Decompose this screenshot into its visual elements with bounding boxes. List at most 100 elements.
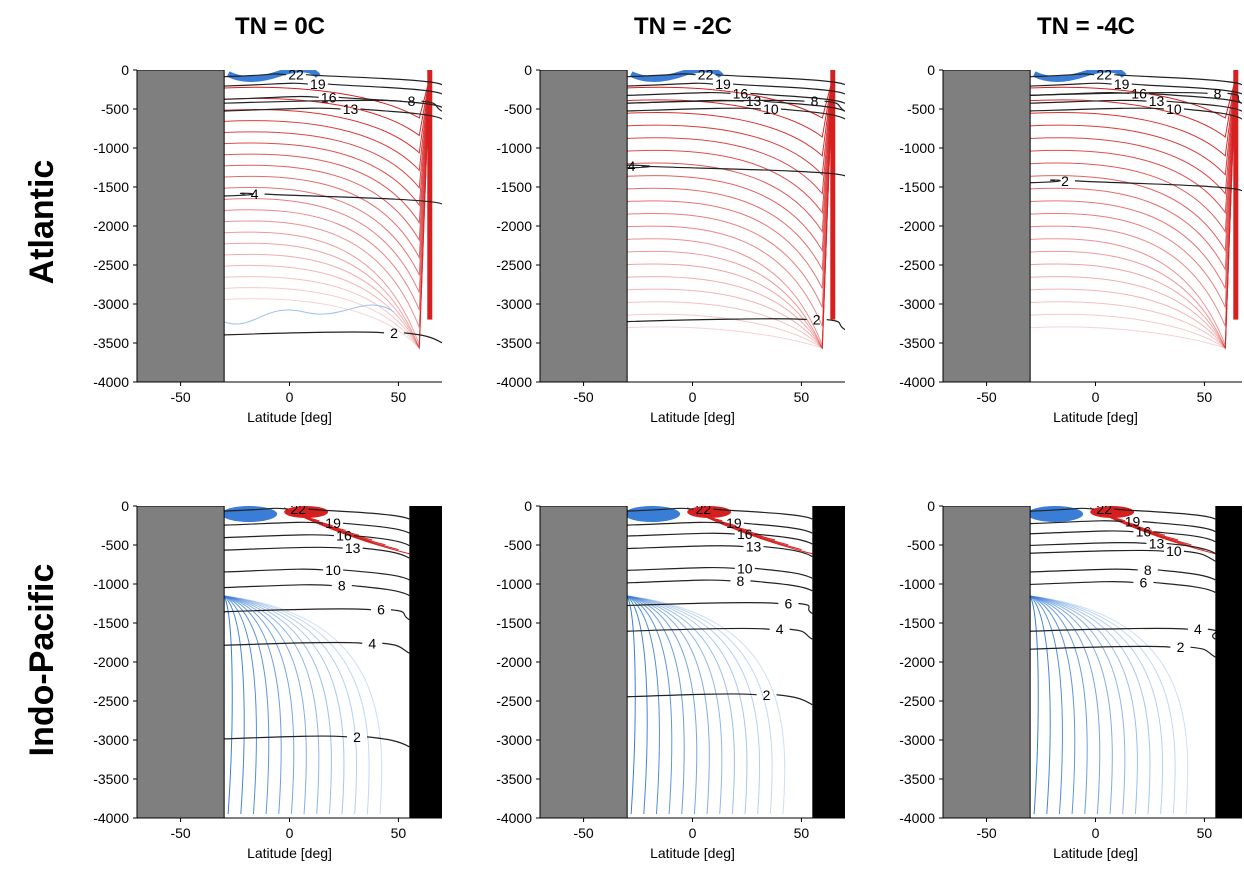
isotherm-line [627,532,813,545]
contour-line [224,595,358,815]
contour-line [1030,595,1138,815]
surface-cell [624,506,681,522]
contour-line [627,79,833,234]
contour-line [627,79,833,215]
x-axis-label: Latitude [deg] [247,845,332,861]
isotherm-line [1030,645,1216,658]
isotherm-line [224,507,410,520]
contour-line [1030,595,1101,815]
x-tick-label: 50 [391,389,407,405]
land-mask-south [540,506,628,818]
x-tick-label: -50 [170,825,190,841]
surface-cell [687,506,732,518]
contour-line [224,79,430,350]
column-title-1: TN = -2C [634,13,732,40]
contour-line [627,79,833,350]
contour-line [627,595,748,815]
x-tick-label: 50 [391,825,407,841]
contour-line [224,79,430,276]
contour-line [224,79,430,207]
contour-line [627,595,735,815]
column-title-0: TN = 0C [235,13,325,40]
y-tick-label: -3000 [899,732,935,748]
contour-line [1030,79,1236,350]
y-tick-label: -3000 [93,732,129,748]
contour-line [627,79,833,350]
contour-line [1030,79,1236,349]
isotherm-line [627,107,845,120]
contour-label: 4 [368,635,376,651]
contour-line [626,595,660,815]
y-tick-label: -1000 [93,140,129,156]
isotherm-line [224,584,410,597]
contour-label: 16 [733,85,749,101]
x-tick-label: 50 [1197,389,1213,405]
y-tick-label: 0 [927,62,935,78]
y-tick-label: -3000 [93,296,129,312]
isotherm-line [1030,530,1216,543]
x-tick-label: -50 [976,825,996,841]
contour-line [223,595,245,815]
x-tick-label: 50 [794,825,810,841]
y-tick-label: -2500 [93,257,129,273]
contour-label: 10 [737,560,753,576]
y-tick-label: -1500 [496,615,532,631]
isotherm-line [224,546,410,559]
x-tick-label: 50 [1197,825,1213,841]
x-tick-label: 0 [689,389,697,405]
boundary-current [830,70,836,320]
x-axis-label: Latitude [deg] [1053,409,1138,425]
contour-line [627,79,833,327]
isotherm-line [627,602,813,615]
y-tick-label: -3000 [496,296,532,312]
contour-label: 16 [336,528,352,544]
isotherm-line [627,507,813,520]
contour-line [223,304,395,325]
y-tick-label: -500 [504,101,532,117]
isotherm-line [627,82,845,95]
x-axis-label: Latitude [deg] [650,409,735,425]
contour-label: 22 [1096,67,1112,83]
contour-label: 19 [715,76,731,92]
contour-line [627,79,833,350]
contour-label: 2 [763,687,771,703]
land-mask-north [409,506,442,818]
y-tick-label: -500 [504,537,532,553]
isotherm-line [627,91,845,104]
y-tick-label: -4000 [899,374,935,390]
isotherm-line [224,568,410,581]
x-tick-label: -50 [573,389,593,405]
isotherm-line [1030,568,1216,581]
contour-label: 8 [737,573,745,589]
contour-line [224,79,430,349]
contour-line [224,79,430,350]
surface-cell [221,506,278,522]
y-tick-label: 0 [524,498,532,514]
x-tick-label: 0 [1092,825,1100,841]
contour-label: 16 [737,526,753,542]
contour-line [627,79,833,289]
contour-line [224,595,345,815]
contour-line [224,79,430,242]
boundary-current [1233,70,1239,320]
land-mask-south [943,506,1031,818]
y-tick-label: -4000 [93,810,129,826]
contour-line [1030,595,1126,815]
contour-line [1029,595,1051,815]
contour-line [627,79,833,350]
isotherm-line [224,99,442,112]
y-tick-label: -500 [101,537,129,553]
contour-line [1030,595,1151,815]
surface-cell [1090,506,1135,518]
chart-panel-4: 221916131086420-500-1000-1500-2000-2500-… [496,498,845,861]
isotherm-line [627,545,813,558]
x-axis-label: Latitude [deg] [650,845,735,861]
column-title-2: TN = -4C [1037,13,1135,40]
contour-line [1030,79,1236,350]
y-tick-label: -1000 [496,576,532,592]
y-tick-label: -3500 [899,771,935,787]
